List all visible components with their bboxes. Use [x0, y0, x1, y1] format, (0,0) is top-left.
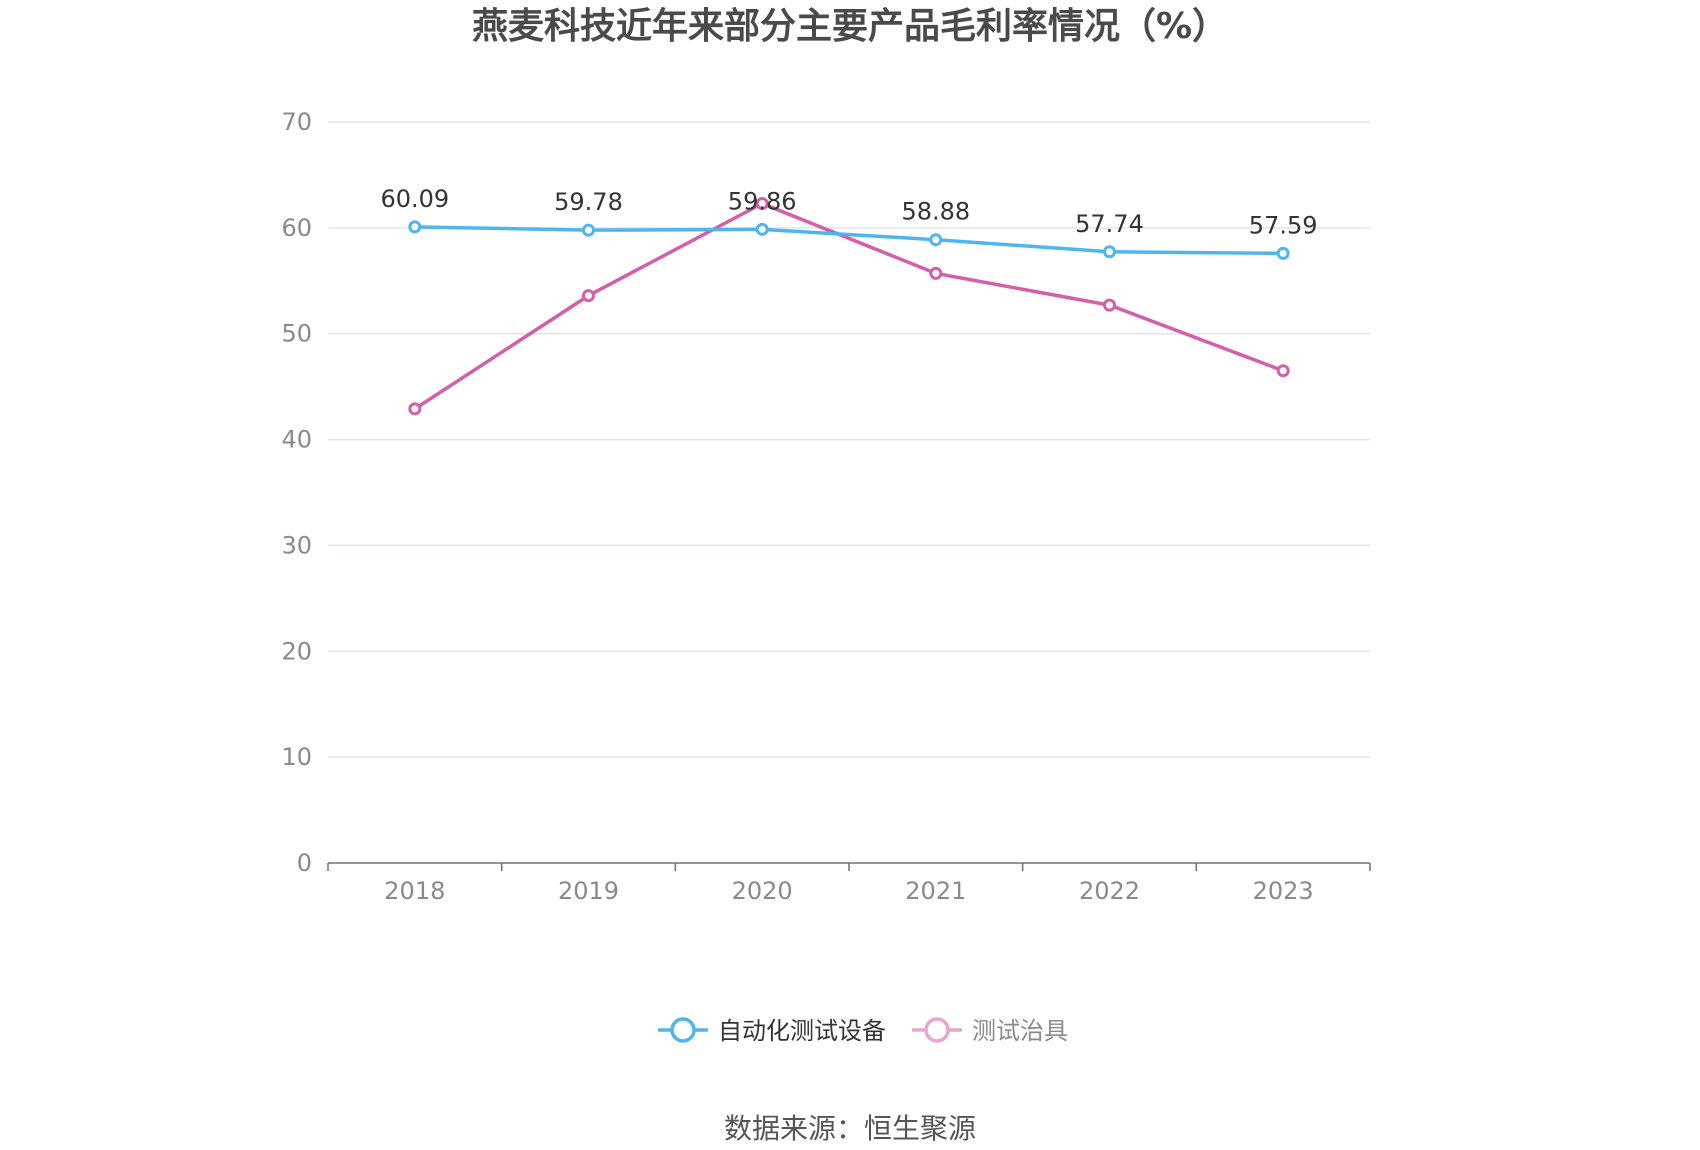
y-tick-label: 30 — [281, 531, 312, 559]
y-tick-label: 50 — [281, 320, 312, 348]
y-tick-label: 70 — [281, 108, 312, 136]
data-point-0 — [929, 233, 943, 247]
data-source: 数据来源：恒生聚源 — [724, 1112, 976, 1145]
data-label: 59.86 — [728, 187, 797, 215]
x-tick-label: 2023 — [1253, 877, 1314, 905]
data-point-1 — [929, 266, 943, 280]
grid-layer — [328, 121, 1370, 758]
axis-layer: 0 10 20 30 40 50 60 70 2018 2019 2020 2021 2022 2023 — [281, 108, 1371, 905]
data-label: 57.74 — [1075, 210, 1144, 238]
data-label: 59.78 — [554, 188, 623, 216]
series-line-0 — [414, 225, 1284, 256]
y-tick-label: 60 — [281, 214, 312, 242]
x-tick-label: 2018 — [384, 877, 445, 905]
y-tick-label: 10 — [281, 743, 312, 771]
data-label: 58.88 — [901, 198, 970, 226]
data-label: 57.59 — [1249, 211, 1318, 239]
data-point-1 — [1103, 298, 1116, 312]
data-point-1 — [1276, 364, 1290, 378]
data-point-0 — [408, 220, 422, 234]
data-point-1 — [582, 289, 595, 303]
x-tick-label: 2019 — [558, 877, 619, 905]
data-point-1 — [755, 197, 769, 211]
legend-label-0: 自动化测试设备 — [718, 1017, 886, 1045]
y-tick-label: 40 — [281, 426, 312, 454]
data-point-0 — [582, 223, 595, 237]
x-tick-label: 2020 — [732, 877, 793, 905]
data-point-0 — [1276, 246, 1290, 260]
legend-label-1: 测试治具 — [972, 1017, 1068, 1045]
label-layer: 60.09 59.78 59.86 58.88 57.74 57.59 — [380, 185, 1317, 239]
data-label: 60.09 — [380, 185, 449, 213]
chart-title: 燕麦科技近年来部分主要产品毛利率情况（%） — [472, 6, 1228, 47]
data-point-1 — [408, 402, 422, 416]
legend-marker-1 — [924, 1017, 950, 1043]
x-tick-label: 2021 — [905, 877, 966, 905]
y-tick-label: 20 — [281, 637, 312, 665]
y-tick-label: 0 — [297, 849, 312, 877]
data-point-0 — [755, 222, 769, 236]
legend: 自动化测试设备 测试治具 — [658, 1017, 1068, 1045]
data-point-0 — [1103, 245, 1116, 259]
legend-marker-0 — [670, 1017, 696, 1043]
x-tick-label: 2022 — [1079, 877, 1140, 905]
series-layer — [408, 197, 1290, 416]
series-line-1 — [413, 201, 1284, 411]
